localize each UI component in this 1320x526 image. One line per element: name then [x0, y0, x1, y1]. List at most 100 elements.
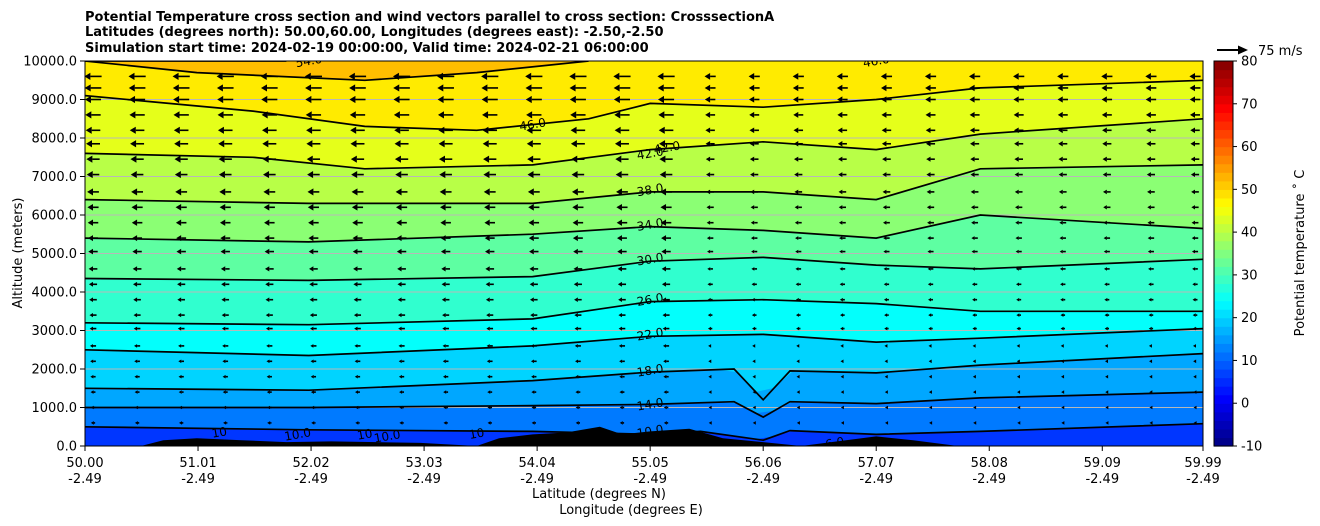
wind-arrow-head	[884, 326, 888, 331]
wind-arrow	[173, 126, 189, 134]
quiver-key-arrowhead	[1238, 45, 1248, 55]
wind-arrow	[221, 312, 229, 318]
wind-arrow	[614, 126, 630, 134]
wind-arrow-head	[928, 326, 932, 331]
wind-arrow	[658, 111, 674, 119]
wind-arrow-head	[175, 203, 182, 211]
wind-arrow-head	[87, 188, 93, 196]
wind-arrow	[440, 235, 451, 242]
wind-arrow-head	[134, 359, 138, 364]
wind-arrow	[529, 281, 538, 287]
wind-arrow	[177, 326, 185, 331]
wind-arrow-head	[486, 326, 490, 331]
wind-arrow	[749, 111, 760, 118]
wind-arrow-head	[837, 111, 843, 118]
wind-arrow	[86, 155, 100, 163]
wind-arrow	[1104, 267, 1110, 271]
wind-arrow-head	[795, 236, 799, 241]
wind-arrow-head	[1013, 127, 1019, 134]
wind-arrow-head	[613, 72, 620, 80]
wind-arrow-head	[86, 155, 93, 163]
wind-arrow	[705, 156, 715, 162]
wind-arrow	[1189, 84, 1201, 92]
wind-arrow-head	[526, 111, 533, 119]
wind-arrow	[705, 127, 715, 134]
wind-arrow-head	[573, 248, 578, 255]
wind-arrow-head	[90, 374, 94, 379]
colorbar-segment	[1214, 394, 1233, 404]
wind-arrow-head	[837, 141, 843, 147]
wind-arrow-head	[708, 344, 712, 348]
wind-arrow	[438, 140, 453, 148]
wind-arrow	[265, 281, 274, 287]
wind-arrow	[1146, 127, 1156, 134]
wind-arrow-head	[307, 188, 314, 196]
x-tick-label-lat-7: 57.07	[858, 456, 895, 471]
wind-arrow	[1015, 267, 1022, 271]
wind-arrow	[1145, 111, 1156, 118]
wind-arrow-head	[969, 73, 975, 80]
wind-arrow	[1105, 405, 1109, 410]
wind-arrow	[222, 405, 228, 410]
wind-arrow	[175, 219, 187, 226]
wind-arrow	[1149, 405, 1153, 410]
wind-arrow	[570, 140, 585, 148]
wind-arrow-head	[1016, 326, 1020, 331]
wind-arrow	[881, 111, 892, 118]
wind-arrow-head	[617, 248, 622, 255]
wind-arrow-head	[399, 421, 403, 425]
wind-arrow-head	[220, 266, 226, 272]
wind-arrow-head	[1057, 96, 1063, 103]
wind-arrow	[884, 390, 888, 394]
wind-arrow-head	[837, 127, 843, 134]
x-axis-label-latitude: Latitude (degrees N)	[532, 487, 666, 502]
wind-arrow	[662, 297, 670, 302]
wind-arrow	[884, 313, 889, 317]
wind-arrow-head	[884, 359, 888, 364]
wind-arrow-head	[1101, 73, 1107, 80]
wind-arrow	[1149, 390, 1153, 394]
wind-arrow-head	[662, 297, 667, 302]
contour-label-16: 54.0	[294, 52, 323, 70]
wind-arrow	[925, 96, 936, 103]
wind-arrow	[881, 141, 891, 147]
wind-arrow-head	[1057, 73, 1063, 80]
wind-arrow-head	[1190, 111, 1195, 118]
contour-label-13: 42.0	[636, 144, 665, 162]
wind-arrow	[1015, 249, 1022, 254]
wind-arrow	[177, 297, 185, 302]
wind-arrow-head	[398, 344, 402, 348]
wind-arrow	[705, 141, 715, 147]
wind-arrow	[179, 421, 184, 425]
wind-arrow-head	[1016, 297, 1020, 302]
wind-arrow	[615, 170, 629, 179]
wind-arrow-head	[1014, 141, 1019, 147]
wind-arrow-head	[619, 390, 623, 394]
wind-arrow-head	[351, 203, 358, 211]
wind-arrow-head	[266, 359, 270, 364]
wind-arrow-head	[707, 313, 711, 317]
wind-arrow	[573, 248, 583, 255]
wind-arrow	[305, 95, 322, 104]
wind-arrow-head	[353, 312, 358, 318]
wind-arrow-head	[881, 84, 887, 92]
colorbar-segment	[1214, 197, 1233, 208]
wind-arrow	[88, 248, 98, 255]
wind-arrow-head	[134, 405, 138, 410]
wind-arrow	[1014, 141, 1024, 147]
wind-arrow-head	[750, 205, 755, 210]
wind-arrow-head	[529, 248, 534, 255]
colorbar-tick-label-1: 0	[1241, 397, 1249, 412]
wind-arrow	[1103, 205, 1111, 210]
wind-arrow-head	[1148, 282, 1152, 287]
wind-arrow-head	[658, 111, 665, 119]
wind-arrow-head	[482, 140, 489, 148]
wind-arrow	[485, 266, 495, 272]
wind-arrow-head	[972, 313, 976, 317]
contour-label-1: 10.0	[283, 425, 312, 443]
wind-arrow	[663, 421, 669, 425]
wind-arrow	[615, 155, 629, 163]
wind-arrow	[260, 72, 278, 80]
wind-arrow-head	[752, 374, 756, 379]
wind-arrow-head	[310, 326, 314, 331]
